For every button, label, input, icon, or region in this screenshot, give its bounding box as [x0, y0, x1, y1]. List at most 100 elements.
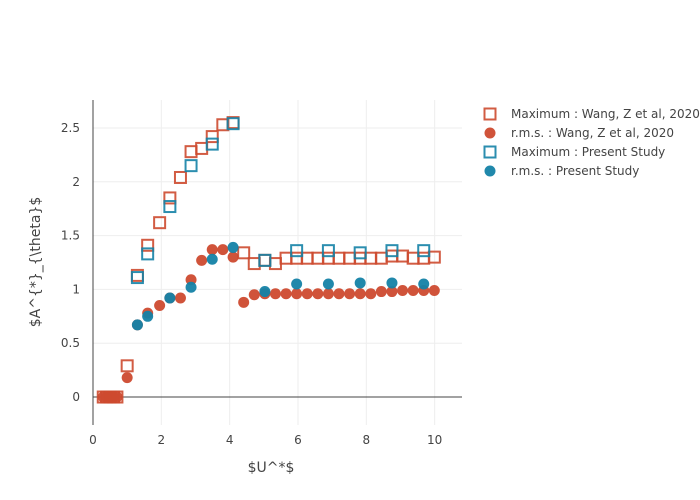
circle-marker [238, 296, 250, 308]
square-marker [184, 159, 198, 173]
square-marker [290, 251, 304, 265]
y-tick-label: 2 [72, 175, 80, 189]
series-1 [97, 244, 440, 403]
x-tick-label: 6 [294, 433, 302, 447]
legend-label: Maximum : Wang, Z et al, 2020 [511, 107, 700, 121]
square-marker [311, 251, 325, 265]
legend-label: Maximum : Present Study [511, 145, 665, 159]
circle-marker [322, 288, 334, 300]
data-markers [96, 116, 441, 404]
circle-marker [206, 253, 218, 265]
circle-marker [322, 278, 334, 290]
circle-marker [418, 278, 430, 290]
circle-marker [227, 241, 239, 253]
circle-marker [248, 289, 260, 301]
square-marker [153, 216, 167, 230]
legend-item[interactable]: Maximum : Wang, Z et al, 2020 [483, 107, 700, 121]
circle-marker [386, 286, 398, 298]
square-marker [353, 246, 367, 260]
square-marker [173, 170, 187, 184]
legend-item[interactable]: Maximum : Present Study [483, 145, 666, 159]
y-tick-label: 0 [72, 390, 80, 404]
circle-marker [111, 391, 123, 403]
x-tick-label: 4 [226, 433, 234, 447]
square-marker [205, 137, 219, 151]
circle-marker [291, 288, 303, 300]
circle-marker [131, 319, 143, 331]
circle-marker [196, 254, 208, 266]
square-marker [406, 251, 420, 265]
square-marker [279, 251, 293, 265]
legend-label: r.m.s. : Present Study [511, 164, 639, 178]
circle-marker [291, 278, 303, 290]
x-tick-label: 10 [427, 433, 442, 447]
square-marker [290, 244, 304, 258]
circle-marker [154, 300, 166, 312]
x-tick-label: 2 [158, 433, 166, 447]
circle-marker [259, 286, 271, 298]
circle-marker [121, 372, 133, 384]
square-marker [258, 253, 272, 267]
y-tick-label: 2.5 [61, 121, 80, 135]
circle-marker [397, 284, 409, 296]
legend-item[interactable]: r.m.s. : Present Study [484, 164, 640, 178]
legend-item[interactable]: r.m.s. : Wang, Z et al, 2020 [484, 126, 674, 140]
square-marker [226, 117, 240, 131]
circle-marker [386, 277, 398, 289]
y-axis-label: $A^{*}_{\theta}$ [28, 197, 44, 328]
legend-symbol [483, 145, 497, 159]
square-marker [130, 271, 144, 285]
circle-marker [301, 288, 313, 300]
square-marker [396, 249, 410, 263]
square-marker [417, 244, 431, 258]
square-marker [120, 359, 134, 373]
y-tick-label: 1 [72, 282, 80, 296]
square-marker [163, 191, 177, 205]
square-marker [195, 141, 209, 155]
circle-marker [217, 244, 229, 256]
circle-marker [206, 244, 218, 256]
circle-marker [174, 292, 186, 304]
square-marker [332, 251, 346, 265]
circle-marker [344, 288, 356, 300]
circle-marker [354, 277, 366, 289]
square-marker [374, 251, 388, 265]
circle-marker [185, 274, 197, 286]
square-marker [364, 251, 378, 265]
circle-marker [407, 284, 419, 296]
square-marker [417, 251, 431, 265]
y-tick-label: 1.5 [61, 229, 80, 243]
square-marker [321, 244, 335, 258]
circle-marker [428, 284, 440, 296]
circle-marker [227, 251, 239, 263]
square-marker [141, 238, 155, 252]
x-axis-label: $U^*$ [248, 460, 295, 476]
x-tick-label: 8 [363, 433, 371, 447]
square-marker [268, 257, 282, 271]
axes: 0 2 4 6 8 10 0 0.5 1 1.5 2 2.5 [61, 100, 462, 447]
legend-symbol [483, 107, 497, 121]
circle-marker [375, 286, 387, 298]
circle-marker [185, 281, 197, 293]
legend-symbol [484, 127, 496, 139]
series-2 [130, 117, 431, 285]
series-3 [131, 241, 430, 331]
circle-marker [142, 310, 154, 322]
circle-marker [365, 288, 377, 300]
circle-marker [164, 292, 176, 304]
square-marker [184, 145, 198, 159]
square-marker [258, 253, 272, 267]
square-marker [300, 251, 314, 265]
legend-symbol [484, 165, 496, 177]
square-marker [343, 251, 357, 265]
square-marker [237, 246, 251, 260]
legend: Maximum : Wang, Z et al, 2020 r.m.s. : Wa… [483, 107, 700, 178]
circle-marker [280, 288, 292, 300]
x-tick-label: 0 [89, 433, 97, 447]
y-tick-label: 0.5 [61, 336, 80, 350]
circle-marker [269, 288, 281, 300]
square-marker [163, 200, 177, 214]
square-marker [247, 257, 261, 271]
